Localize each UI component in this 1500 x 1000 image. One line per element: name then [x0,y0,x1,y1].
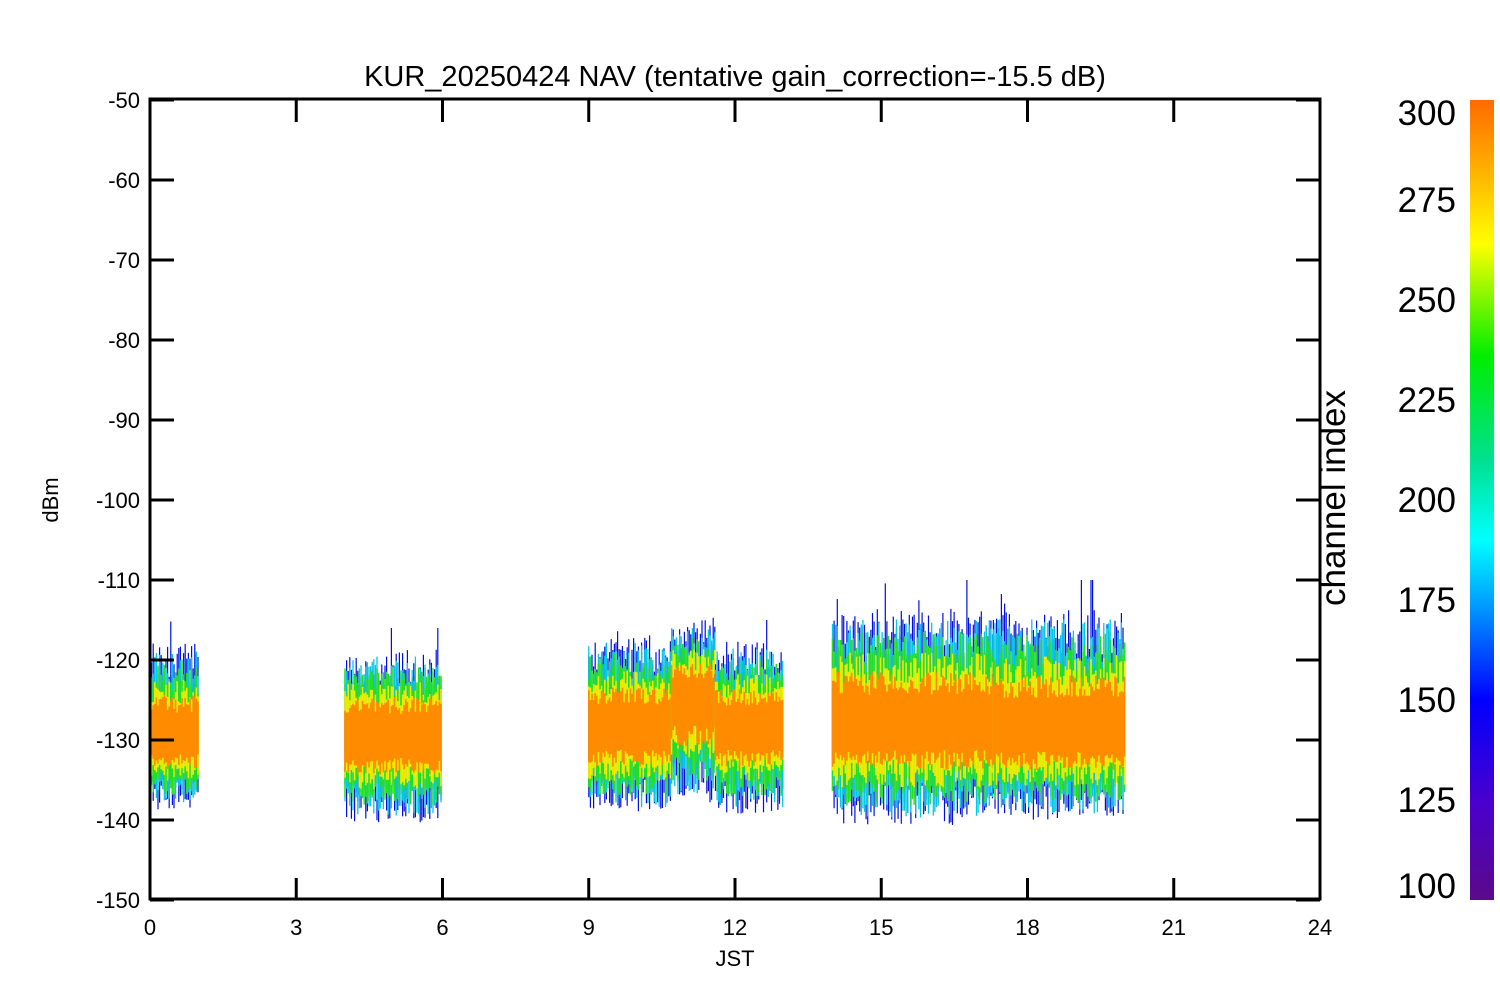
y-axis-label: dBm [38,477,63,522]
colorbar-label: channel index [1314,390,1353,606]
series-band-2-4 [588,687,672,767]
y-tick-label: -90 [108,408,140,433]
data-layer [151,580,1126,825]
y-tick-label: -70 [108,248,140,273]
colorbar-tick-label: 150 [1398,681,1456,720]
series-band-0-4 [151,695,199,769]
colorbar-tick-label: 275 [1398,181,1456,220]
x-axis-label: JST [715,946,754,971]
x-tick-label: 9 [583,915,595,940]
colorbar [1470,100,1494,900]
colorbar-tick-label: 300 [1398,94,1456,133]
y-tick-label: -100 [96,488,140,513]
colorbar-ticks: 300 275 250 225 200 175 150 125 100 [1398,94,1456,906]
x-tick-label: 12 [723,915,747,940]
y-tick-label: -80 [108,328,140,353]
x-tick-label: 3 [290,915,302,940]
series-band-6-4 [992,675,1126,770]
x-tick-label: 6 [436,915,448,940]
y-tick-label: -110 [98,568,140,593]
colorbar-tick-label: 225 [1398,381,1456,420]
series-band-3-4 [670,663,716,746]
x-tick-label: 0 [144,915,156,940]
y-tick-label: -150 [96,888,140,913]
series-band-1-4 [344,697,442,775]
x-tick-label: 21 [1162,915,1186,940]
colorbar-tick-label: 125 [1398,781,1456,820]
colorbar-tick-label: 200 [1398,481,1456,520]
colorbar-tick-label: 175 [1398,581,1456,620]
y-tick-label: -60 [108,168,140,193]
chart-title: KUR_20250424 NAV (tentative gain_correct… [364,61,1106,93]
series-band-5-4 [831,672,994,770]
y-tick-label: -50 [108,88,140,113]
x-tick-label: 24 [1308,915,1332,940]
colorbar-tick-label: 250 [1398,281,1456,320]
axis-ticks: 0 3 6 9 12 15 18 21 24 -50 -60 -70 -80 -90 -100 -110 -12… [96,88,1332,940]
x-tick-label: 18 [1015,915,1039,940]
colorbar-tick-label: 100 [1398,867,1456,906]
x-tick-label: 15 [869,915,893,940]
y-tick-label: -120 [96,648,140,673]
y-tick-label: -140 [96,808,140,833]
series-band-4-4 [714,689,784,767]
y-tick-label: -130 [96,728,140,753]
